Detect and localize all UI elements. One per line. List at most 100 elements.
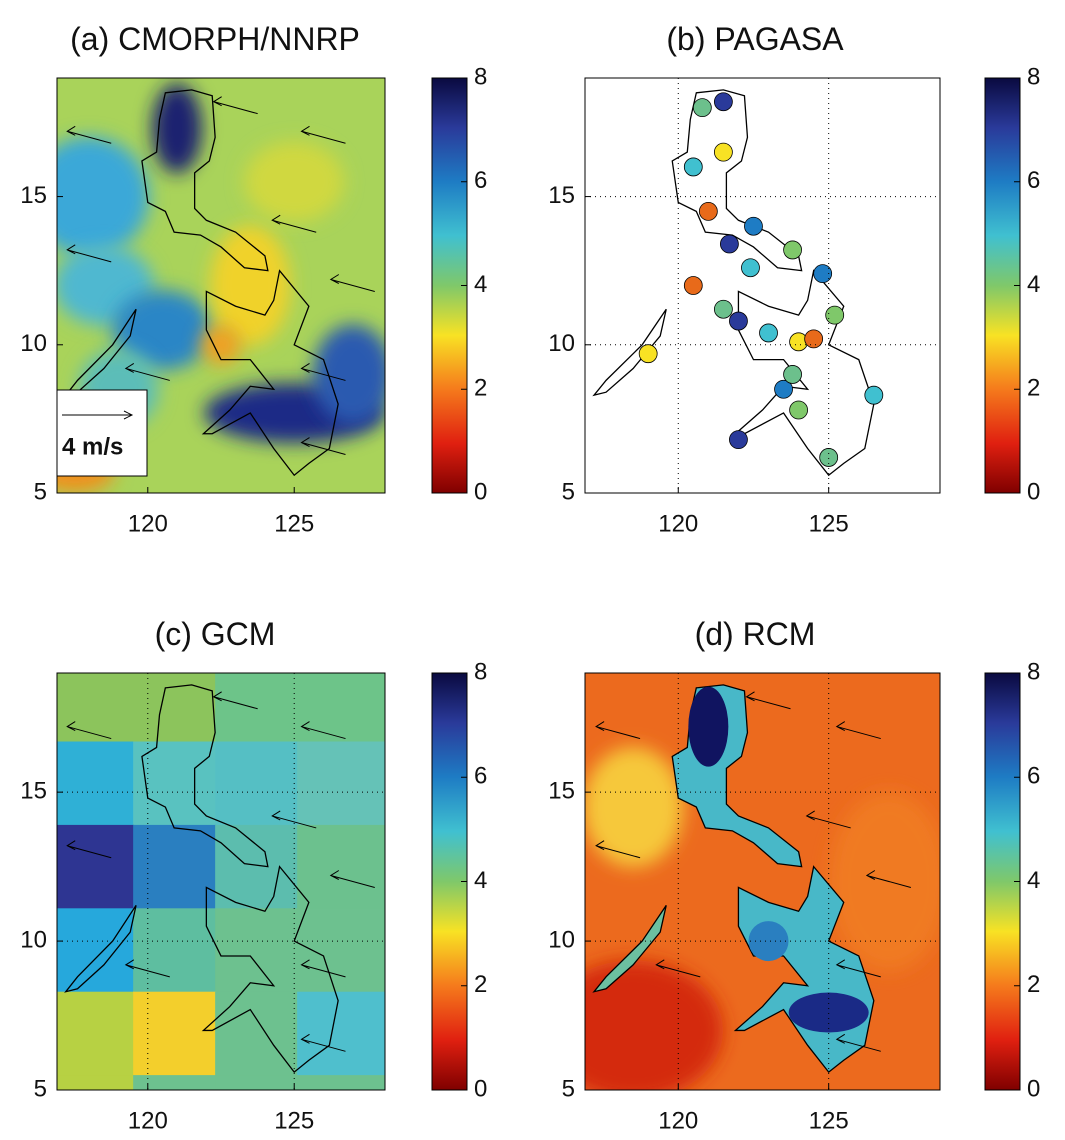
field-blob [152, 83, 203, 174]
grid-cell [215, 741, 299, 826]
grid-cell [297, 673, 385, 743]
axes-frame [584, 672, 941, 1091]
station [683, 157, 703, 177]
land-patch [688, 686, 729, 767]
grid-cell [297, 991, 385, 1077]
station [741, 258, 760, 278]
wind-arrow [865, 870, 911, 888]
y-tick-label: 5 [34, 478, 47, 505]
grid-cell [57, 1075, 135, 1090]
wind-arrow [835, 1033, 881, 1052]
wind-arrow [300, 959, 346, 978]
y-tick-label: 5 [562, 478, 575, 505]
wind-arrow [300, 1033, 346, 1052]
station [713, 142, 733, 162]
coastline [201, 269, 339, 477]
wind-arrow [835, 959, 881, 978]
y-tick-label: 10 [20, 926, 47, 953]
coastline [733, 269, 875, 477]
axes-frame [56, 77, 386, 494]
grid-cell [133, 824, 217, 910]
annotation: 4 m/s [62, 433, 123, 460]
station [729, 430, 748, 450]
field-blob [201, 324, 241, 365]
colorbar-tick-label: 8 [1027, 658, 1040, 685]
colorbar-tick-label: 2 [474, 971, 487, 998]
x-tick-label: 125 [809, 510, 849, 537]
colorbar-tick-label: 2 [474, 375, 487, 402]
y-tick-label: 15 [548, 777, 575, 804]
y-tick-label: 10 [548, 330, 575, 357]
land-patch [748, 921, 789, 962]
colorbar-tick-label: 6 [474, 763, 487, 790]
wind-arrow [66, 244, 112, 263]
grid-cell [133, 1075, 217, 1090]
land [592, 904, 667, 993]
grid-cell [215, 908, 299, 993]
station [713, 299, 733, 319]
panel-title: (c) GCM [155, 616, 276, 652]
x-tick-label: 125 [274, 510, 314, 537]
coastline [64, 904, 137, 993]
y-tick-label: 10 [20, 330, 47, 357]
reference-arrow [62, 410, 134, 420]
station [813, 264, 833, 284]
station [825, 305, 845, 325]
y-tick-label: 15 [20, 777, 47, 804]
map-area [585, 673, 940, 1090]
grid-cell [57, 908, 135, 993]
coastline [671, 89, 803, 272]
grid-cell [215, 991, 299, 1077]
station [713, 92, 733, 112]
y-tick-label: 10 [548, 926, 575, 953]
colorbar-tick-label: 6 [1027, 763, 1040, 790]
axes-frame [56, 672, 386, 1091]
panel-title: (d) RCM [695, 616, 816, 652]
grid-cell [57, 824, 135, 910]
field-blob [57, 136, 150, 257]
station [692, 98, 712, 118]
wind-arrow [212, 96, 258, 115]
field-blob [828, 791, 940, 972]
grid-cell [57, 741, 135, 826]
field-blob [312, 324, 385, 425]
wind-arrow [300, 363, 346, 381]
grid-cell [297, 908, 385, 993]
station [729, 311, 748, 331]
wind-arrow [595, 721, 641, 740]
y-tick-label: 5 [34, 1075, 47, 1102]
map-area [57, 78, 385, 493]
coastline [64, 308, 137, 397]
colorbar-tick-label: 8 [1027, 63, 1040, 90]
field-blob [585, 960, 724, 1090]
map-panel: (c) GCM 120 125 5 10 15 0 2 4 6 8 [20, 616, 487, 1134]
colorbar-tick-label: 8 [474, 63, 487, 90]
station [698, 201, 718, 221]
coastline [141, 684, 269, 868]
colorbar-tick-label: 4 [474, 271, 487, 298]
station [774, 379, 793, 399]
wind-arrow [835, 721, 881, 740]
wind-arrow [66, 125, 112, 144]
wind-arrow [212, 691, 258, 710]
station [783, 365, 802, 384]
colorbar-tick-label: 0 [1027, 1075, 1040, 1102]
panel-title: (a) CMORPH/NNRP [70, 21, 360, 57]
station [720, 234, 739, 254]
colorbar-tick-label: 0 [1027, 478, 1040, 505]
x-tick-label: 125 [274, 1107, 314, 1134]
field-blob [585, 747, 684, 868]
grid-cell [57, 991, 135, 1077]
colorbar-tick-label: 4 [474, 867, 487, 894]
colorbar-tick-label: 4 [1027, 271, 1040, 298]
wind-arrow [124, 363, 170, 381]
station [638, 344, 658, 364]
wind-arrow [300, 721, 346, 740]
y-tick-label: 15 [548, 182, 575, 209]
grid-cell [215, 673, 299, 743]
colorbar-tick-label: 2 [1027, 375, 1040, 402]
map-panel: (a) CMORPH/NNRP 4 m/s 120 125 5 10 15 0 2 4 6 8 [20, 21, 487, 537]
x-tick-label: 120 [128, 1107, 168, 1134]
wind-arrow [271, 214, 317, 233]
wind-arrow [329, 274, 375, 292]
